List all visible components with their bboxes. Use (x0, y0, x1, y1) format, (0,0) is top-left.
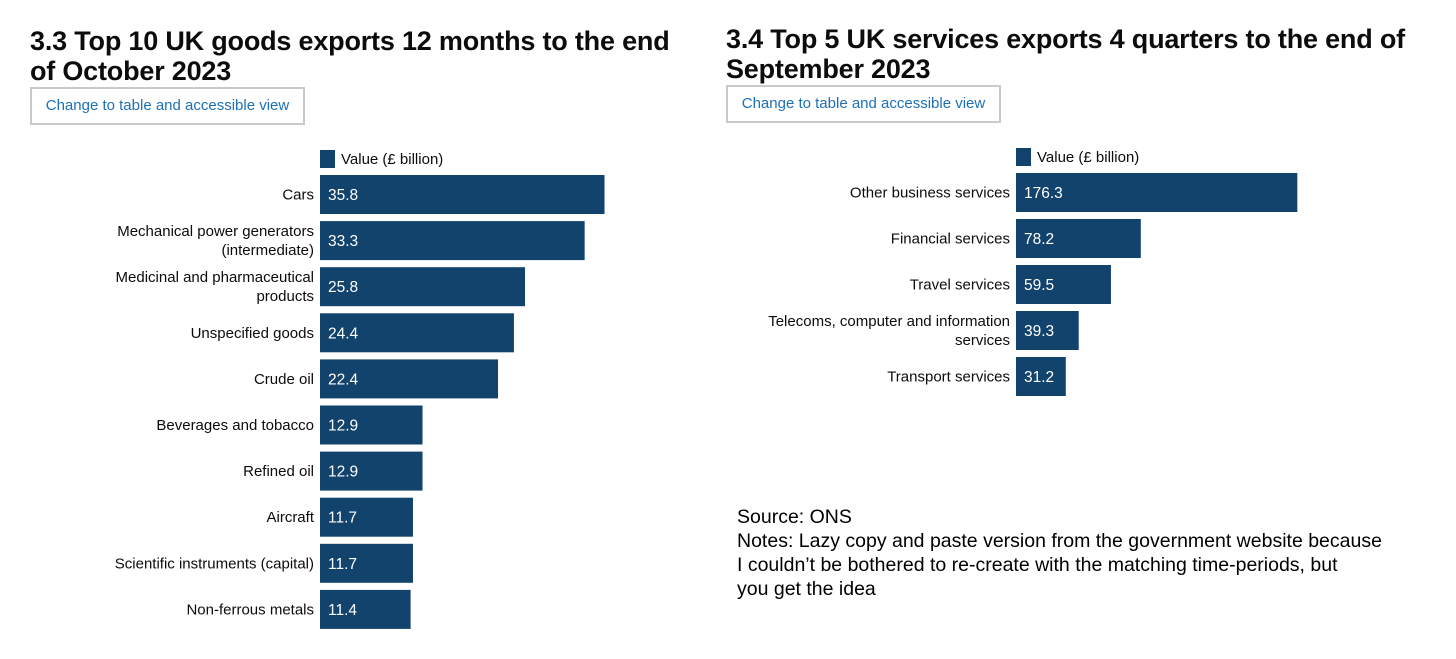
source-line: Source: ONS (737, 506, 852, 528)
category-label: Non-ferrous metals (186, 601, 314, 618)
data-label: 24.4 (328, 325, 359, 342)
legend-swatch (1016, 148, 1031, 166)
bar (320, 267, 526, 307)
data-label: 11.7 (328, 510, 357, 527)
data-label: 35.8 (328, 187, 358, 204)
category-label: Financial services (891, 231, 1010, 248)
category-label: Cars (282, 187, 314, 204)
category-label: Telecoms, computer and information (768, 313, 1010, 330)
data-label: 22.4 (328, 371, 359, 388)
goods-exports-panel: 3.3 Top 10 UK goods exports 12 months to… (30, 0, 720, 659)
data-label: 176.3 (1024, 185, 1063, 202)
data-label: 33.3 (328, 233, 358, 250)
legend-label: Value (£ billion) (1037, 149, 1139, 166)
data-label: 78.2 (1024, 231, 1054, 248)
source-notes: Source: ONS Notes: Lazy copy and paste v… (737, 505, 1427, 601)
legend-swatch (320, 150, 335, 168)
data-label: 59.5 (1024, 277, 1054, 294)
legend: Value (£ billion) (320, 150, 443, 168)
bar (1016, 173, 1298, 212)
category-label: Transport services (887, 369, 1010, 386)
bar (1016, 311, 1079, 350)
bar (320, 359, 499, 399)
legend-label: Value (£ billion) (341, 151, 443, 168)
bar (320, 221, 585, 261)
bar (320, 313, 514, 353)
bar (1016, 219, 1141, 258)
data-label: 11.4 (328, 602, 357, 619)
goods-exports-bar-chart: Value (£ billion) 35.8 Cars 33.3 Mechanical … (115, 150, 605, 629)
category-label: Aircraft (266, 509, 314, 526)
services-exports-panel: 3.4 Top 5 UK services exports 4 quarters… (726, 0, 1446, 659)
data-label: 12.9 (328, 464, 358, 481)
category-label: (intermediate) (221, 242, 314, 259)
bar (320, 497, 413, 537)
category-label: Travel services (910, 277, 1010, 294)
notes-line: you get the idea (737, 578, 876, 600)
accessible-view-button[interactable]: Change to table and accessible view (726, 85, 1001, 123)
data-label: 11.7 (328, 556, 357, 573)
data-label: 31.2 (1024, 369, 1054, 386)
bar (320, 543, 413, 583)
bar (320, 175, 605, 214)
services-exports-bar-chart: Value (£ billion) 176.3 Other business ser… (768, 148, 1298, 396)
data-label: 25.8 (328, 279, 358, 296)
category-label: Mechanical power generators (117, 223, 314, 240)
category-label: Medicinal and pharmaceutical (116, 269, 314, 286)
category-label: Crude oil (254, 371, 314, 388)
bar (320, 589, 411, 629)
bar (320, 451, 423, 491)
category-label: Scientific instruments (capital) (115, 555, 314, 572)
bar (1016, 357, 1066, 396)
data-label: 39.3 (1024, 323, 1054, 340)
notes-line: I couldn’t be bothered to re-create with… (737, 554, 1338, 576)
legend: Value (£ billion) (1016, 148, 1139, 166)
category-label: services (955, 332, 1010, 349)
bar (320, 405, 423, 445)
category-label: Beverages and tobacco (156, 417, 314, 434)
category-label: Refined oil (243, 463, 314, 480)
category-label: Other business services (850, 185, 1010, 202)
data-label: 12.9 (328, 418, 358, 435)
chart-title: 3.4 Top 5 UK services exports 4 quarters… (726, 24, 1405, 84)
category-label: products (256, 288, 314, 305)
notes-line: Notes: Lazy copy and paste version from … (737, 530, 1382, 552)
accessible-view-button[interactable]: Change to table and accessible view (30, 87, 305, 125)
bar (1016, 265, 1111, 304)
chart-title: 3.3 Top 10 UK goods exports 12 months to… (30, 26, 670, 86)
category-label: Unspecified goods (191, 325, 314, 342)
